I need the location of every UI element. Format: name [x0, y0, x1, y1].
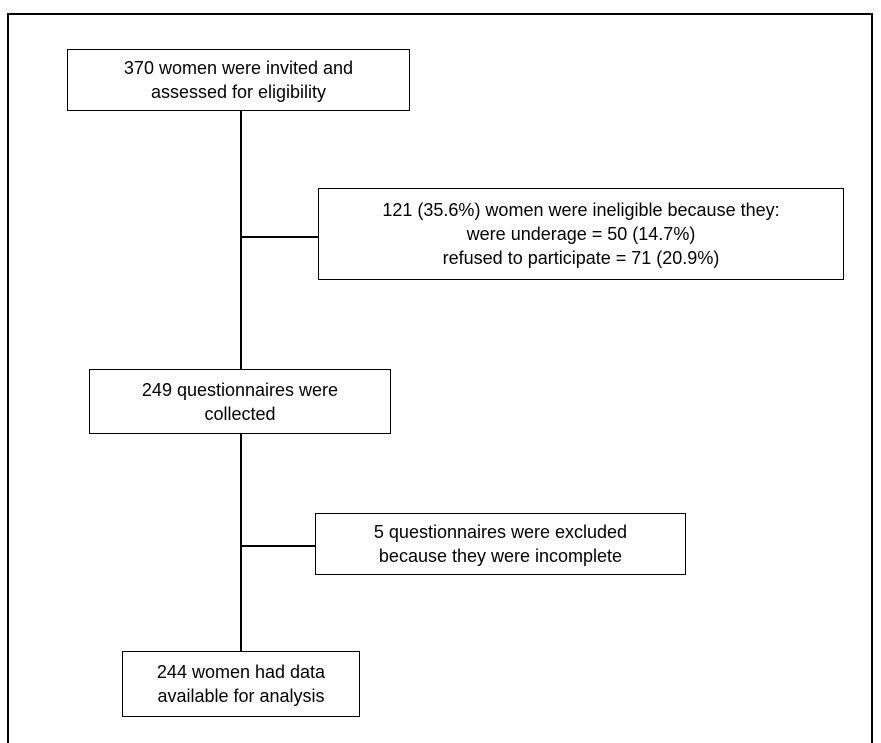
figure-frame: [7, 13, 873, 743]
node-invited-line-2: assessed for eligibility: [150, 82, 327, 102]
node-excluded-line-1: 5 questionnaires were excluded: [373, 522, 628, 542]
node-analysis-line-1: 244 women had data: [156, 662, 326, 682]
node-ineligible-line-1: 121 (35.6%) women were ineligible becaus…: [382, 200, 780, 220]
node-invited-line-1: 370 women were invited and: [123, 58, 354, 78]
node-ineligible: 121 (35.6%) women were ineligible becaus…: [318, 188, 844, 280]
node-available-for-analysis: 244 women had data available for analysi…: [122, 651, 360, 717]
node-analysis-line-2: available for analysis: [157, 686, 325, 706]
node-invited-assessed: 370 women were invited and assessed for …: [67, 49, 410, 111]
node-collected-line-2: collected: [204, 403, 276, 424]
node-ineligible-line-2: were underage = 50 (14.7%): [466, 224, 696, 244]
node-questionnaires-excluded: 5 questionnaires were excluded because t…: [315, 513, 686, 575]
node-ineligible-line-3: refused to participate = 71 (20.9%): [442, 248, 720, 268]
node-collected-line-1: 249 questionnaires were: [141, 379, 339, 400]
node-questionnaires-collected: 249 questionnaires were collected: [89, 369, 391, 434]
node-excluded-line-2: because they were incomplete: [378, 546, 623, 566]
